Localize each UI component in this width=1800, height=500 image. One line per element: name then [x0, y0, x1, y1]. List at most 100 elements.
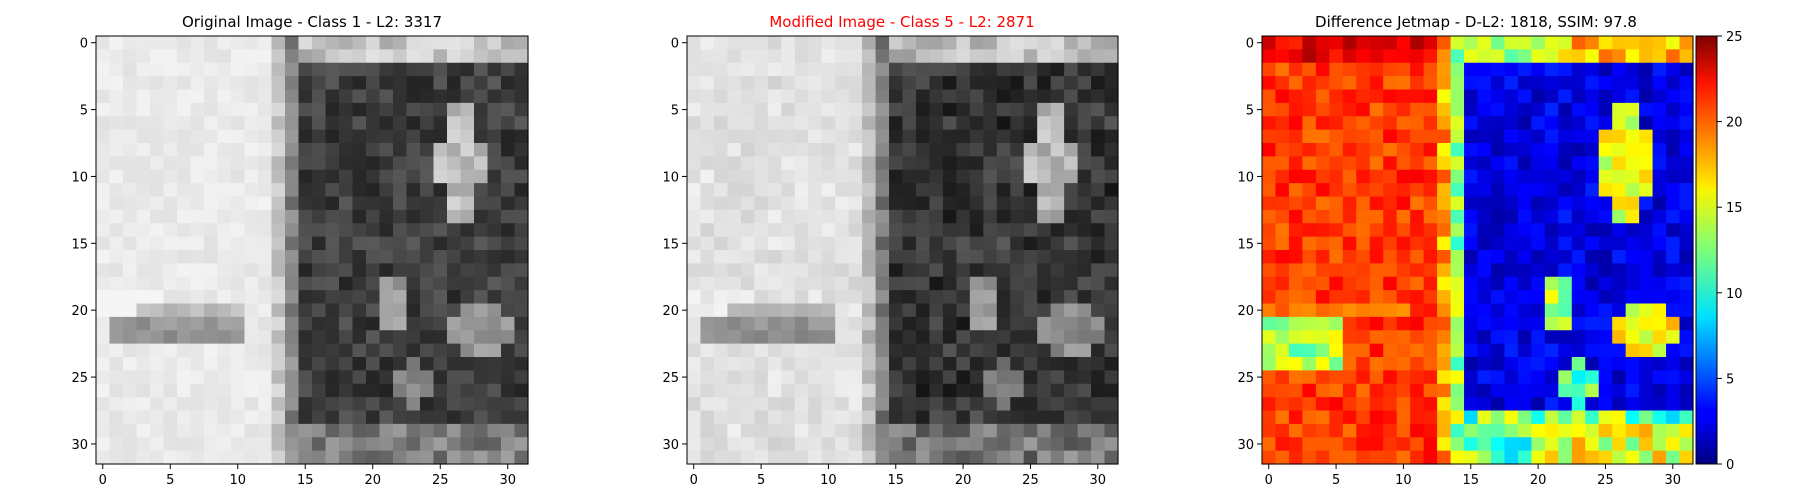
heatmap-cell [1288, 383, 1304, 398]
heatmap-cell [190, 410, 205, 425]
heatmap-cell [1423, 397, 1438, 412]
heatmap-cell [231, 357, 246, 371]
heatmap-cell [501, 183, 516, 198]
heatmap-cell [244, 76, 259, 91]
heatmap-cell [1531, 423, 1546, 438]
heatmap-cell [123, 410, 138, 425]
heatmap-cell [1396, 223, 1411, 238]
heatmap-cell [258, 62, 273, 77]
heatmap-cell [1437, 169, 1452, 184]
heatmap-cell [190, 276, 205, 291]
heatmap-cell [177, 209, 192, 224]
heatmap-cell [433, 62, 448, 77]
heatmap-cell [163, 276, 178, 291]
heatmap-cell [312, 397, 327, 412]
heatmap-cell [96, 223, 111, 238]
heatmap-cell [1423, 437, 1438, 452]
heatmap-cell [285, 276, 300, 291]
heatmap-cell [1369, 276, 1384, 291]
heatmap-cell [1077, 76, 1092, 91]
heatmap-cell [190, 316, 205, 331]
heatmap-cell [352, 383, 367, 398]
heatmap-cell [1383, 383, 1398, 398]
heatmap-cell [1585, 62, 1600, 77]
heatmap-cell [996, 196, 1011, 211]
heatmap-cell [1666, 49, 1681, 64]
heatmap-cell [713, 183, 729, 198]
heatmap-cell [1639, 290, 1654, 305]
heatmap-cell [1077, 383, 1092, 398]
heatmap-cell [687, 423, 702, 438]
heatmap-cell [190, 169, 205, 184]
heatmap-cell [929, 89, 944, 104]
heatmap-cell [1064, 343, 1079, 358]
heatmap-cell [501, 36, 516, 50]
heatmap-cell [808, 370, 823, 385]
heatmap-cell [271, 397, 286, 412]
heatmap-cell [163, 236, 178, 251]
heatmap-cell [163, 116, 178, 131]
heatmap-cell [150, 223, 165, 238]
heatmap-cell [258, 250, 273, 264]
heatmap-cell [754, 423, 769, 438]
heatmap-cell [163, 129, 178, 144]
heatmap-cell [447, 156, 462, 171]
heatmap-cell [123, 223, 138, 238]
heatmap-cell [393, 250, 408, 264]
heatmap-cell [1369, 303, 1384, 318]
heatmap-cell [1490, 209, 1506, 224]
heatmap-cell [177, 223, 192, 238]
heatmap-cell [1598, 183, 1613, 198]
heatmap-cell [1639, 143, 1654, 157]
heatmap-cell [1450, 437, 1465, 452]
heatmap-cell [1091, 276, 1106, 291]
heatmap-cell [379, 62, 394, 77]
heatmap-cell [727, 49, 742, 64]
heatmap-cell [339, 143, 354, 157]
heatmap-cell [862, 290, 877, 305]
heatmap-cell [862, 236, 877, 251]
heatmap-cell [1612, 62, 1627, 77]
heatmap-cell [460, 263, 475, 278]
heatmap-cell [1504, 330, 1519, 345]
heatmap-cell [1612, 330, 1627, 345]
heatmap-cell [1679, 36, 1694, 50]
heatmap-cell [808, 209, 823, 224]
heatmap-cell [862, 357, 877, 371]
heatmap-cell [902, 303, 917, 318]
heatmap-cell [109, 49, 124, 64]
heatmap-cell [713, 116, 729, 131]
heatmap-cell [109, 156, 124, 171]
heatmap-cell [1262, 196, 1277, 211]
heatmap-cell [1262, 357, 1277, 371]
heatmap-cell [969, 290, 984, 305]
heatmap-cell [1450, 143, 1465, 157]
heatmap-cell [1342, 169, 1357, 184]
heatmap-cell [942, 49, 957, 64]
heatmap-cell [1023, 62, 1038, 77]
heatmap-cell [942, 183, 957, 198]
heatmap-cell [1437, 196, 1452, 211]
heatmap-cell [996, 290, 1011, 305]
panel-original: Original Image - Class 1 - L2: 3317 0 5 10… [71, 13, 529, 488]
heatmap-cell [727, 223, 742, 238]
heatmap-cell [1037, 223, 1052, 238]
heatmap-cell [1410, 236, 1425, 251]
heatmap-cell [325, 156, 340, 171]
heatmap-cell [1356, 129, 1371, 144]
heatmap-cell [1666, 316, 1681, 331]
heatmap-cell [433, 156, 448, 171]
heatmap-cell [96, 209, 111, 224]
heatmap-cell [109, 250, 124, 264]
heatmap-cell [781, 102, 796, 117]
heatmap-cell [1544, 102, 1559, 117]
heatmap-cell [1396, 290, 1411, 305]
heatmap-cell [366, 196, 381, 211]
heatmap-cell [942, 303, 957, 318]
heatmap-cell [1010, 76, 1025, 91]
heatmap-cell [1023, 276, 1038, 291]
heatmap-cell [942, 276, 957, 291]
heatmap-cell [996, 263, 1011, 278]
heatmap-cell [983, 450, 998, 465]
heatmap-cell [231, 102, 246, 117]
